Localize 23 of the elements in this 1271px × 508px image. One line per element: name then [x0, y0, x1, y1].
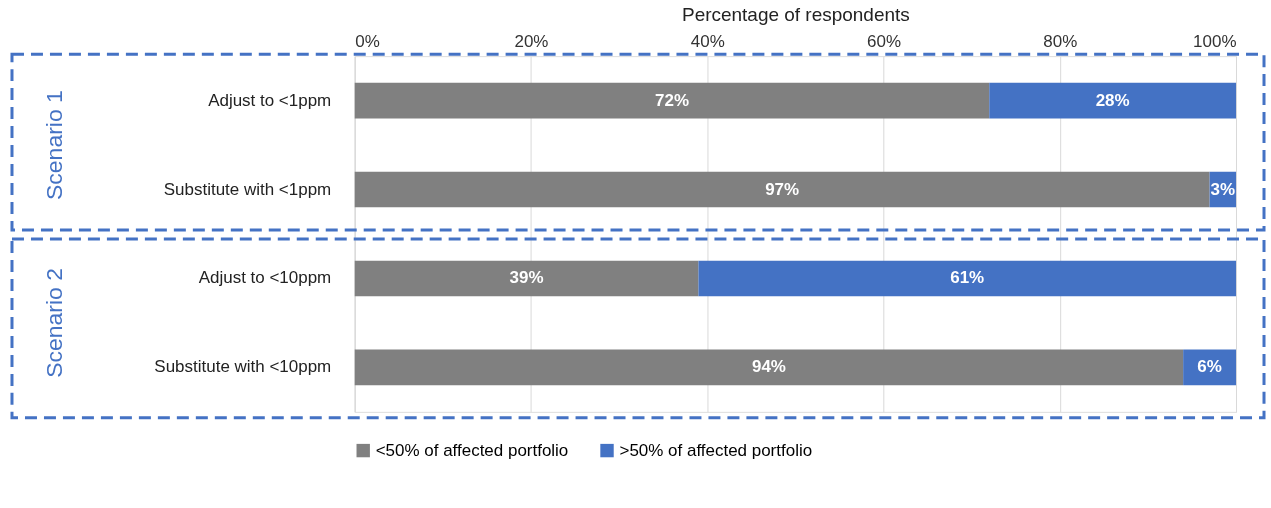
- y-tick-label: Adjust to <10ppm: [198, 268, 332, 288]
- y-tick-label: Substitute with <10ppm: [154, 357, 332, 377]
- data-label: 3%: [1210, 179, 1236, 199]
- x-tick-label: 100%: [1193, 31, 1237, 51]
- text: Scenario 2: [40, 268, 67, 378]
- x-tick-label: 0%: [355, 31, 380, 51]
- data-label: 94%: [751, 357, 786, 377]
- legend-label: >50% of affected portfolio: [619, 440, 813, 460]
- data-label: 61%: [950, 268, 985, 288]
- x-tick-label: 20%: [514, 31, 549, 51]
- x-tick-label: 40%: [690, 31, 725, 51]
- text: Scenario 1: [40, 90, 67, 200]
- data-label: 72%: [655, 90, 689, 110]
- data-label: 97%: [765, 179, 800, 199]
- legend-label: <50% of affected portfolio: [375, 440, 569, 460]
- y-tick-label: Adjust to <1ppm: [208, 90, 332, 110]
- data-label: 6%: [1197, 357, 1222, 377]
- x-tick-label: 60%: [867, 31, 901, 51]
- data-label: 39%: [509, 268, 544, 288]
- x-axis-title: Percentage of respondents: [681, 3, 910, 25]
- x-tick-label: 80%: [1043, 31, 1078, 51]
- data-label: 28%: [1095, 90, 1130, 110]
- y-tick-label: Substitute with <1ppm: [163, 179, 332, 199]
